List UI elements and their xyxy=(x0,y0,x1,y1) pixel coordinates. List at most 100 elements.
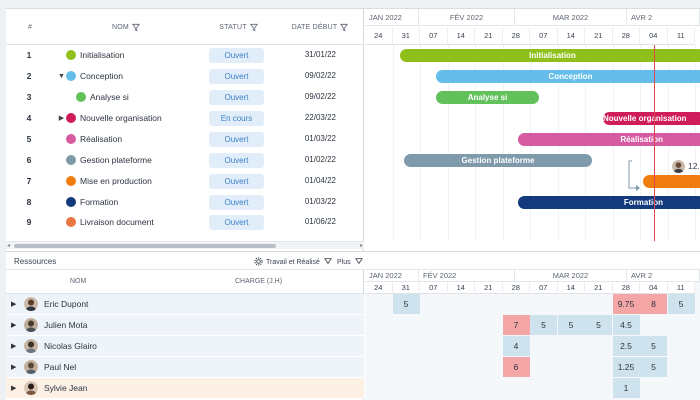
month-label: AVR 2 xyxy=(627,270,700,282)
resource-row[interactable]: ▶ Sylvie Jean xyxy=(6,378,364,399)
task-name[interactable]: Analyse si xyxy=(90,92,129,102)
status-badge[interactable]: Ouvert xyxy=(209,153,264,168)
resource-row[interactable]: ▶ Nicolas Glairo xyxy=(6,336,364,357)
task-row[interactable]: 8 Formation Ouvert 01/03/22 xyxy=(6,192,364,213)
expand-caret-icon[interactable]: ▶ xyxy=(11,385,17,392)
resource-name[interactable]: Julien Mota xyxy=(44,320,88,330)
task-row[interactable]: 4 ▶ Nouvelle organisation En cours 22/03/22 xyxy=(6,108,364,129)
load-cell[interactable]: 9.75 xyxy=(612,294,640,314)
column-header-load[interactable]: CHARGE (J.H) xyxy=(235,278,283,285)
task-name[interactable]: Formation xyxy=(80,197,119,207)
load-cell[interactable]: 1.25 xyxy=(612,357,640,377)
task-name[interactable]: Mise en production xyxy=(80,176,152,186)
resource-name[interactable]: Eric Dupont xyxy=(44,299,89,309)
task-color-dot xyxy=(76,92,86,102)
load-cell[interactable]: 1 xyxy=(612,378,640,398)
gantt-bar[interactable]: Nouvelle organisation xyxy=(603,112,700,125)
status-badge[interactable]: Ouvert xyxy=(209,215,264,230)
expand-caret-icon[interactable]: ▶ xyxy=(11,301,17,308)
month-label: FÉV 2022 xyxy=(419,9,515,26)
week-label: 28 xyxy=(612,282,640,294)
expand-caret-icon[interactable]: ▶ xyxy=(11,343,17,350)
scrollbar-thumb[interactable] xyxy=(14,244,276,248)
week-label: 28 xyxy=(502,282,530,294)
status-badge[interactable]: Ouvert xyxy=(209,90,264,105)
more-dropdown[interactable]: Plus xyxy=(337,257,363,266)
load-cell[interactable]: 5 xyxy=(557,315,585,335)
task-row[interactable]: 1 Initialisation Ouvert 31/01/22 xyxy=(6,45,364,66)
task-row[interactable]: 6 Gestion plateforme Ouvert 01/02/22 xyxy=(6,150,364,171)
task-name[interactable]: Gestion plateforme xyxy=(80,155,152,165)
start-date: 01/06/22 xyxy=(304,217,336,226)
load-cell[interactable]: 6 xyxy=(502,357,530,377)
scroll-right-icon[interactable]: ▸ xyxy=(359,243,363,249)
resource-row[interactable]: ▶ Eric Dupont xyxy=(6,294,364,315)
status-badge[interactable]: Ouvert xyxy=(209,69,264,84)
task-row[interactable]: 7 Mise en production Ouvert 01/04/22 xyxy=(6,171,364,192)
task-name[interactable]: Réalisation xyxy=(80,134,123,144)
task-grid-header: # NOM STATUT DATE DÉBUT xyxy=(6,9,364,45)
horizontal-scrollbar[interactable]: ◂ ▸ xyxy=(6,241,364,249)
task-row[interactable]: 2 ▼ Conception Ouvert 09/02/22 xyxy=(6,66,364,87)
gantt-bar[interactable]: Réalisation xyxy=(518,133,700,146)
load-cell[interactable]: 5 xyxy=(640,336,667,356)
start-date: 01/03/22 xyxy=(304,134,336,143)
task-name[interactable]: Conception xyxy=(80,71,124,81)
status-badge[interactable]: Ouvert xyxy=(209,174,264,189)
status-badge[interactable]: Ouvert xyxy=(209,195,264,210)
resource-load-chart: JAN 2022 FÉV 2022 MAR 2022 AVR 2 24 31 07 14 21 2… xyxy=(365,270,700,400)
week-label: 04 xyxy=(640,27,668,45)
gantt-bar[interactable]: Initialisation xyxy=(400,49,700,62)
collapse-caret-icon[interactable]: ▼ xyxy=(58,73,65,80)
task-row[interactable]: 5 Réalisation Ouvert 01/03/22 xyxy=(6,129,364,150)
gantt-bar[interactable]: Analyse si xyxy=(436,91,539,104)
task-name[interactable]: Nouvelle organisation xyxy=(80,113,162,123)
column-header-name[interactable]: NOM xyxy=(96,9,156,45)
resource-name[interactable]: Paul Nel xyxy=(44,362,77,372)
load-cell[interactable]: 4.5 xyxy=(612,315,640,335)
column-header-resource-name[interactable]: NOM xyxy=(70,278,87,285)
load-cell[interactable]: 8 xyxy=(640,294,667,314)
status-badge[interactable]: Ouvert xyxy=(209,48,264,63)
load-cell[interactable]: 5 xyxy=(667,294,695,314)
load-cell[interactable]: 4 xyxy=(502,336,530,356)
chevron-down-icon xyxy=(323,258,332,265)
row-number: 4 xyxy=(26,113,32,123)
task-row[interactable]: 9 Livraison document Ouvert 01/06/22 xyxy=(6,212,364,233)
row-number: 2 xyxy=(26,71,32,81)
row-number: 3 xyxy=(26,92,32,102)
resource-name[interactable]: Nicolas Glairo xyxy=(44,341,97,351)
task-color-dot xyxy=(66,50,76,60)
task-row[interactable]: 3 Analyse si Ouvert 09/02/22 xyxy=(6,87,364,108)
column-header-status[interactable]: STATUT xyxy=(211,9,266,45)
load-cell[interactable]: 7 xyxy=(502,315,530,335)
expand-caret-icon[interactable]: ▶ xyxy=(11,364,17,371)
resource-row[interactable]: ▶ Paul Nel xyxy=(6,357,364,378)
filter-icon[interactable] xyxy=(131,23,140,32)
load-cell[interactable]: 5 xyxy=(530,315,557,335)
column-header-start-date[interactable]: DATE DÉBUT xyxy=(290,9,350,45)
resources-header: NOM CHARGE (J.H) xyxy=(6,270,364,294)
task-name[interactable]: Livraison document xyxy=(80,217,154,227)
load-cell[interactable]: 5 xyxy=(392,294,420,314)
gantt-bar[interactable]: Formation xyxy=(518,196,700,209)
status-badge[interactable]: Ouvert xyxy=(209,132,264,147)
gantt-bar[interactable]: Conception xyxy=(436,70,700,83)
load-cell[interactable]: 5 xyxy=(585,315,612,335)
expand-caret-icon[interactable]: ▶ xyxy=(58,115,65,122)
gantt-bar[interactable]: Gestion plateforme xyxy=(404,154,592,167)
resource-name[interactable]: Sylvie Jean xyxy=(44,383,88,393)
task-color-dot xyxy=(66,155,76,165)
expand-caret-icon[interactable]: ▶ xyxy=(11,322,17,329)
load-cell[interactable]: 5 xyxy=(640,357,667,377)
filter-icon[interactable] xyxy=(340,23,349,32)
view-mode-dropdown[interactable]: Travail et Réalisé xyxy=(254,257,332,266)
gantt-bar[interactable] xyxy=(643,175,700,188)
resource-row[interactable]: ▶ Julien Mota xyxy=(6,315,364,336)
gridline xyxy=(502,45,504,241)
scroll-left-icon[interactable]: ◂ xyxy=(7,243,11,249)
load-cell[interactable]: 2.5 xyxy=(612,336,640,356)
task-name[interactable]: Initialisation xyxy=(80,50,125,60)
filter-icon[interactable] xyxy=(249,23,258,32)
status-badge[interactable]: En cours xyxy=(209,111,264,126)
